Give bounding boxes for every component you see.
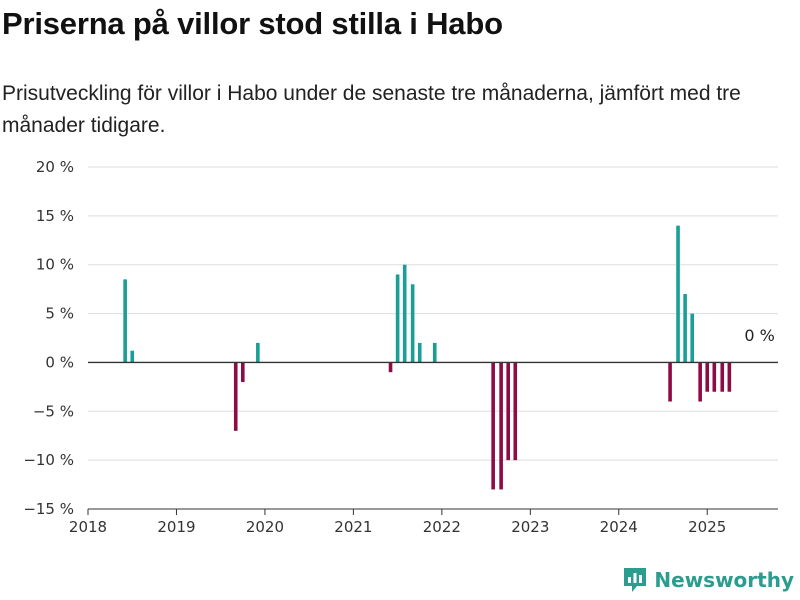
page-subtitle: Prisutveckling för villor i Habo under d… [2, 82, 741, 137]
x-tick-label: 2020 [246, 518, 284, 536]
bar [712, 362, 717, 392]
x-tick-label: 2019 [157, 518, 195, 536]
y-tick-label: 15 % [36, 207, 74, 225]
bar [698, 362, 702, 402]
x-tick-label: 2018 [69, 518, 107, 536]
y-tick-label: 10 % [36, 256, 74, 274]
bar [727, 362, 732, 392]
bar [417, 342, 422, 363]
y-tick-label: −15 % [23, 500, 74, 518]
bar [432, 342, 437, 363]
bar [410, 284, 415, 363]
latest-value-annotation: 0 % [744, 326, 774, 345]
brand-logo: Newsworthy [622, 566, 794, 594]
bar [388, 362, 393, 373]
bar [395, 274, 400, 363]
y-tick-label: 0 % [45, 353, 74, 371]
bar [499, 362, 503, 490]
x-tick-label: 2024 [600, 518, 638, 536]
y-tick-label: 5 % [45, 305, 74, 323]
y-tick-label: −5 % [33, 402, 74, 420]
bar [233, 362, 238, 431]
bar [683, 294, 687, 363]
bar [130, 350, 135, 363]
x-tick-label: 2023 [511, 518, 549, 536]
y-tick-label: −10 % [23, 451, 74, 469]
bar [720, 362, 725, 392]
y-tick-label: 20 % [36, 158, 74, 176]
bar [513, 362, 518, 461]
x-tick-label: 2025 [688, 518, 726, 536]
bar [241, 362, 245, 382]
bar [668, 362, 672, 402]
page-title: Priserna på villor stod stilla i Habo [2, 6, 503, 41]
bar [402, 264, 407, 363]
bar [506, 362, 510, 461]
brand-name: Newsworthy [654, 568, 794, 592]
bar [705, 362, 710, 392]
bar [676, 225, 680, 363]
x-tick-label: 2021 [334, 518, 372, 536]
x-tick-label: 2022 [423, 518, 461, 536]
newsworthy-logo-icon [624, 568, 647, 592]
bar [491, 362, 495, 490]
bar [690, 313, 694, 363]
bar [123, 279, 127, 363]
bar [256, 342, 260, 363]
